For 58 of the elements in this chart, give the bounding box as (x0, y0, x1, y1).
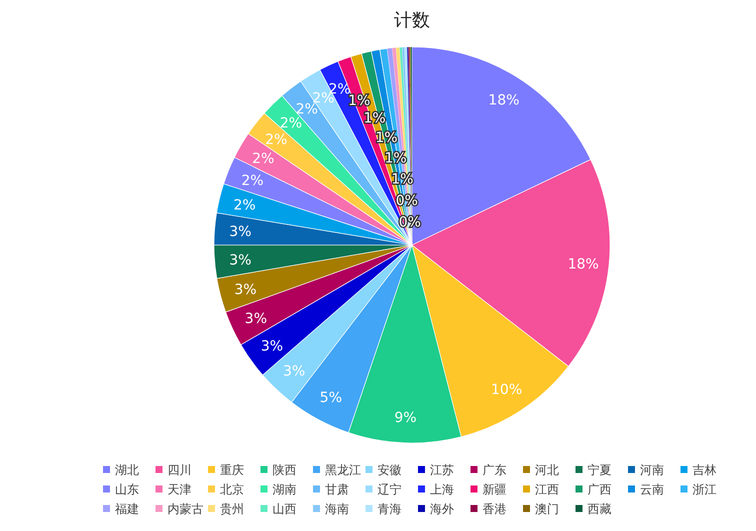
data-label: 10% (491, 382, 522, 398)
data-label: 3% (244, 310, 268, 327)
legend-label: 青海 (378, 502, 402, 516)
legend-label: 四川 (168, 463, 192, 477)
legend-label: 浙江 (692, 482, 716, 496)
legend-label: 辽宁 (378, 482, 402, 496)
legend-label: 内蒙古 (168, 502, 204, 516)
legend-label: 湖北 (115, 463, 139, 477)
legend-label: 贵州 (220, 502, 244, 516)
legend-label: 吉林 (692, 463, 716, 477)
legend-label: 广西 (588, 482, 612, 496)
legend-label: 河北 (535, 463, 559, 477)
data-label: 3% (229, 224, 252, 240)
legend-label: 西藏 (588, 502, 612, 516)
legend-label: 湖南 (272, 482, 296, 496)
legend-label: 云南 (640, 482, 664, 496)
data-label: 2% (265, 132, 288, 148)
chart-title: 计数 (394, 10, 430, 31)
data-label: 3% (282, 364, 306, 380)
data-label: 18% (568, 256, 599, 272)
data-label: 2% (296, 102, 318, 118)
legend-label: 北京 (220, 482, 244, 496)
legend-label: 江苏 (430, 463, 454, 477)
legend-label: 海外 (430, 502, 454, 516)
data-label: 2% (234, 197, 256, 214)
data-label: 18% (488, 92, 520, 108)
data-label: 3% (234, 282, 257, 298)
data-label: 0% (398, 214, 421, 230)
data-label: 5% (320, 390, 342, 406)
legend-label: 新疆 (482, 482, 506, 496)
legend-label: 安徽 (378, 463, 402, 477)
data-label: 1% (375, 130, 398, 146)
legend-label: 福建 (115, 502, 139, 516)
data-label: 9% (394, 410, 417, 426)
legend-label: 山东 (115, 482, 139, 496)
legend-label: 陕西 (272, 463, 296, 477)
legend-label: 河南 (640, 463, 664, 477)
data-label: 3% (229, 252, 252, 269)
legend-label: 重庆 (220, 463, 244, 477)
legend-label: 广东 (482, 463, 506, 477)
legend-label: 甘肃 (325, 482, 349, 496)
legend-label: 宁夏 (588, 463, 612, 477)
legend-label: 江西 (535, 482, 559, 496)
legend-label: 黑龙江 (325, 463, 361, 477)
data-label: 1% (363, 110, 386, 127)
legend-label: 澳门 (535, 502, 559, 516)
data-label: 2% (252, 151, 274, 168)
legend-label: 海南 (325, 502, 349, 516)
data-label: 2% (241, 173, 264, 190)
data-label: 1% (391, 171, 414, 188)
legend-label: 上海 (430, 482, 454, 496)
legend-label: 山西 (272, 502, 296, 516)
data-label: 1% (384, 150, 407, 166)
data-label: 3% (260, 338, 284, 354)
data-label: 0% (396, 192, 418, 209)
legend-label: 香港 (482, 502, 506, 516)
legend-label: 天津 (168, 482, 192, 496)
data-label: 2% (280, 115, 302, 132)
